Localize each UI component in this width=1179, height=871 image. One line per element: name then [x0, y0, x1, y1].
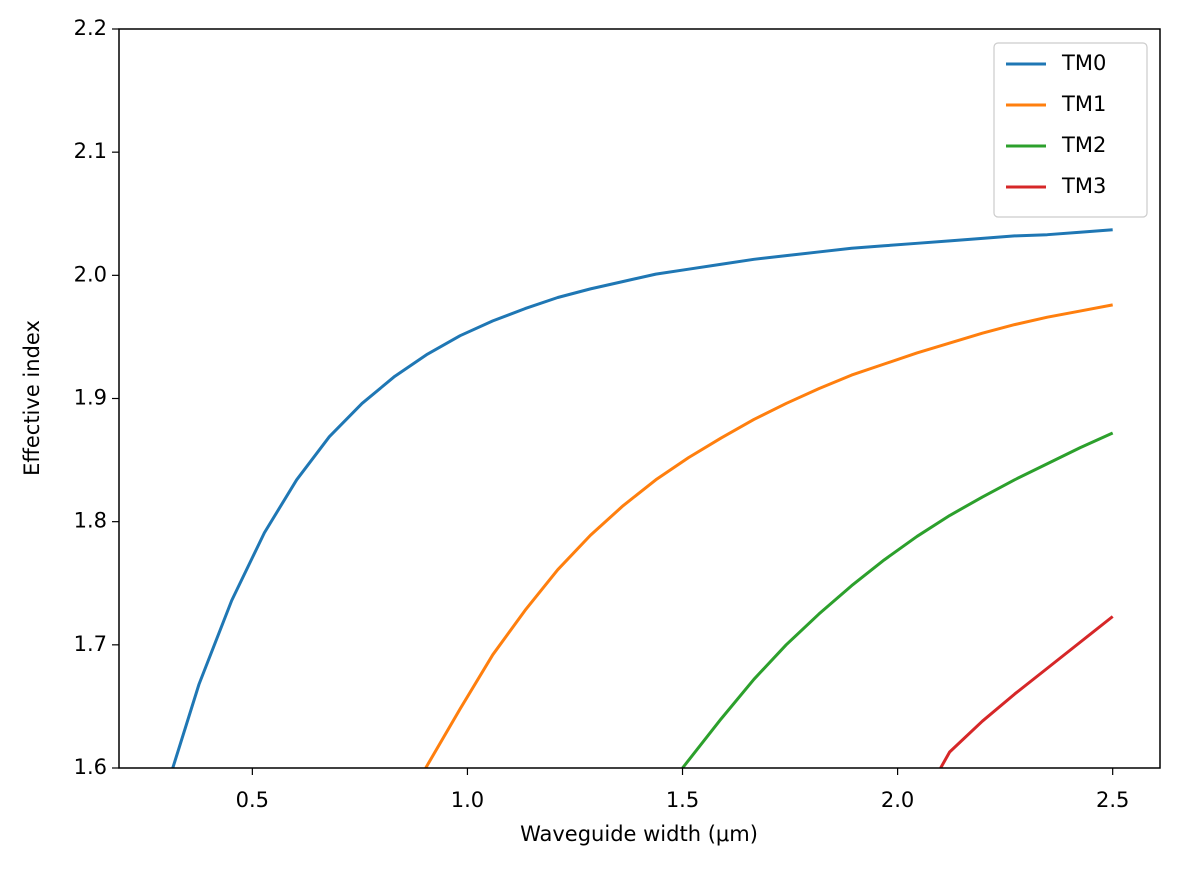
y-tick-label: 1.9	[74, 386, 107, 410]
y-axis-label: Effective index	[20, 320, 44, 476]
series-line	[681, 431, 1114, 768]
legend-label: TM0	[1061, 51, 1106, 75]
legend-label: TM1	[1061, 92, 1106, 116]
x-axis-label: Waveguide width (μm)	[520, 822, 758, 846]
legend-label: TM2	[1061, 133, 1106, 157]
x-tick-label: 1.5	[666, 788, 699, 812]
x-tick-label: 2.0	[881, 788, 914, 812]
y-tick-label: 1.7	[74, 632, 107, 656]
x-tick-label: 0.5	[236, 788, 269, 812]
x-tick-label: 2.5	[1096, 788, 1129, 812]
legend-label: TM3	[1061, 174, 1106, 198]
x-tick-label: 1.0	[451, 788, 484, 812]
series-line	[171, 228, 1113, 768]
plot-frame	[118, 28, 1161, 769]
series-line	[424, 303, 1113, 768]
plot-lines	[171, 228, 1114, 768]
series-line	[939, 615, 1114, 768]
y-tick-label: 2.0	[74, 262, 107, 286]
y-tick-label: 2.2	[74, 16, 107, 40]
y-tick-label: 1.8	[74, 509, 107, 533]
y-tick-label: 1.6	[74, 755, 107, 779]
y-tick-label: 2.1	[74, 139, 107, 163]
legend-box	[993, 42, 1148, 218]
